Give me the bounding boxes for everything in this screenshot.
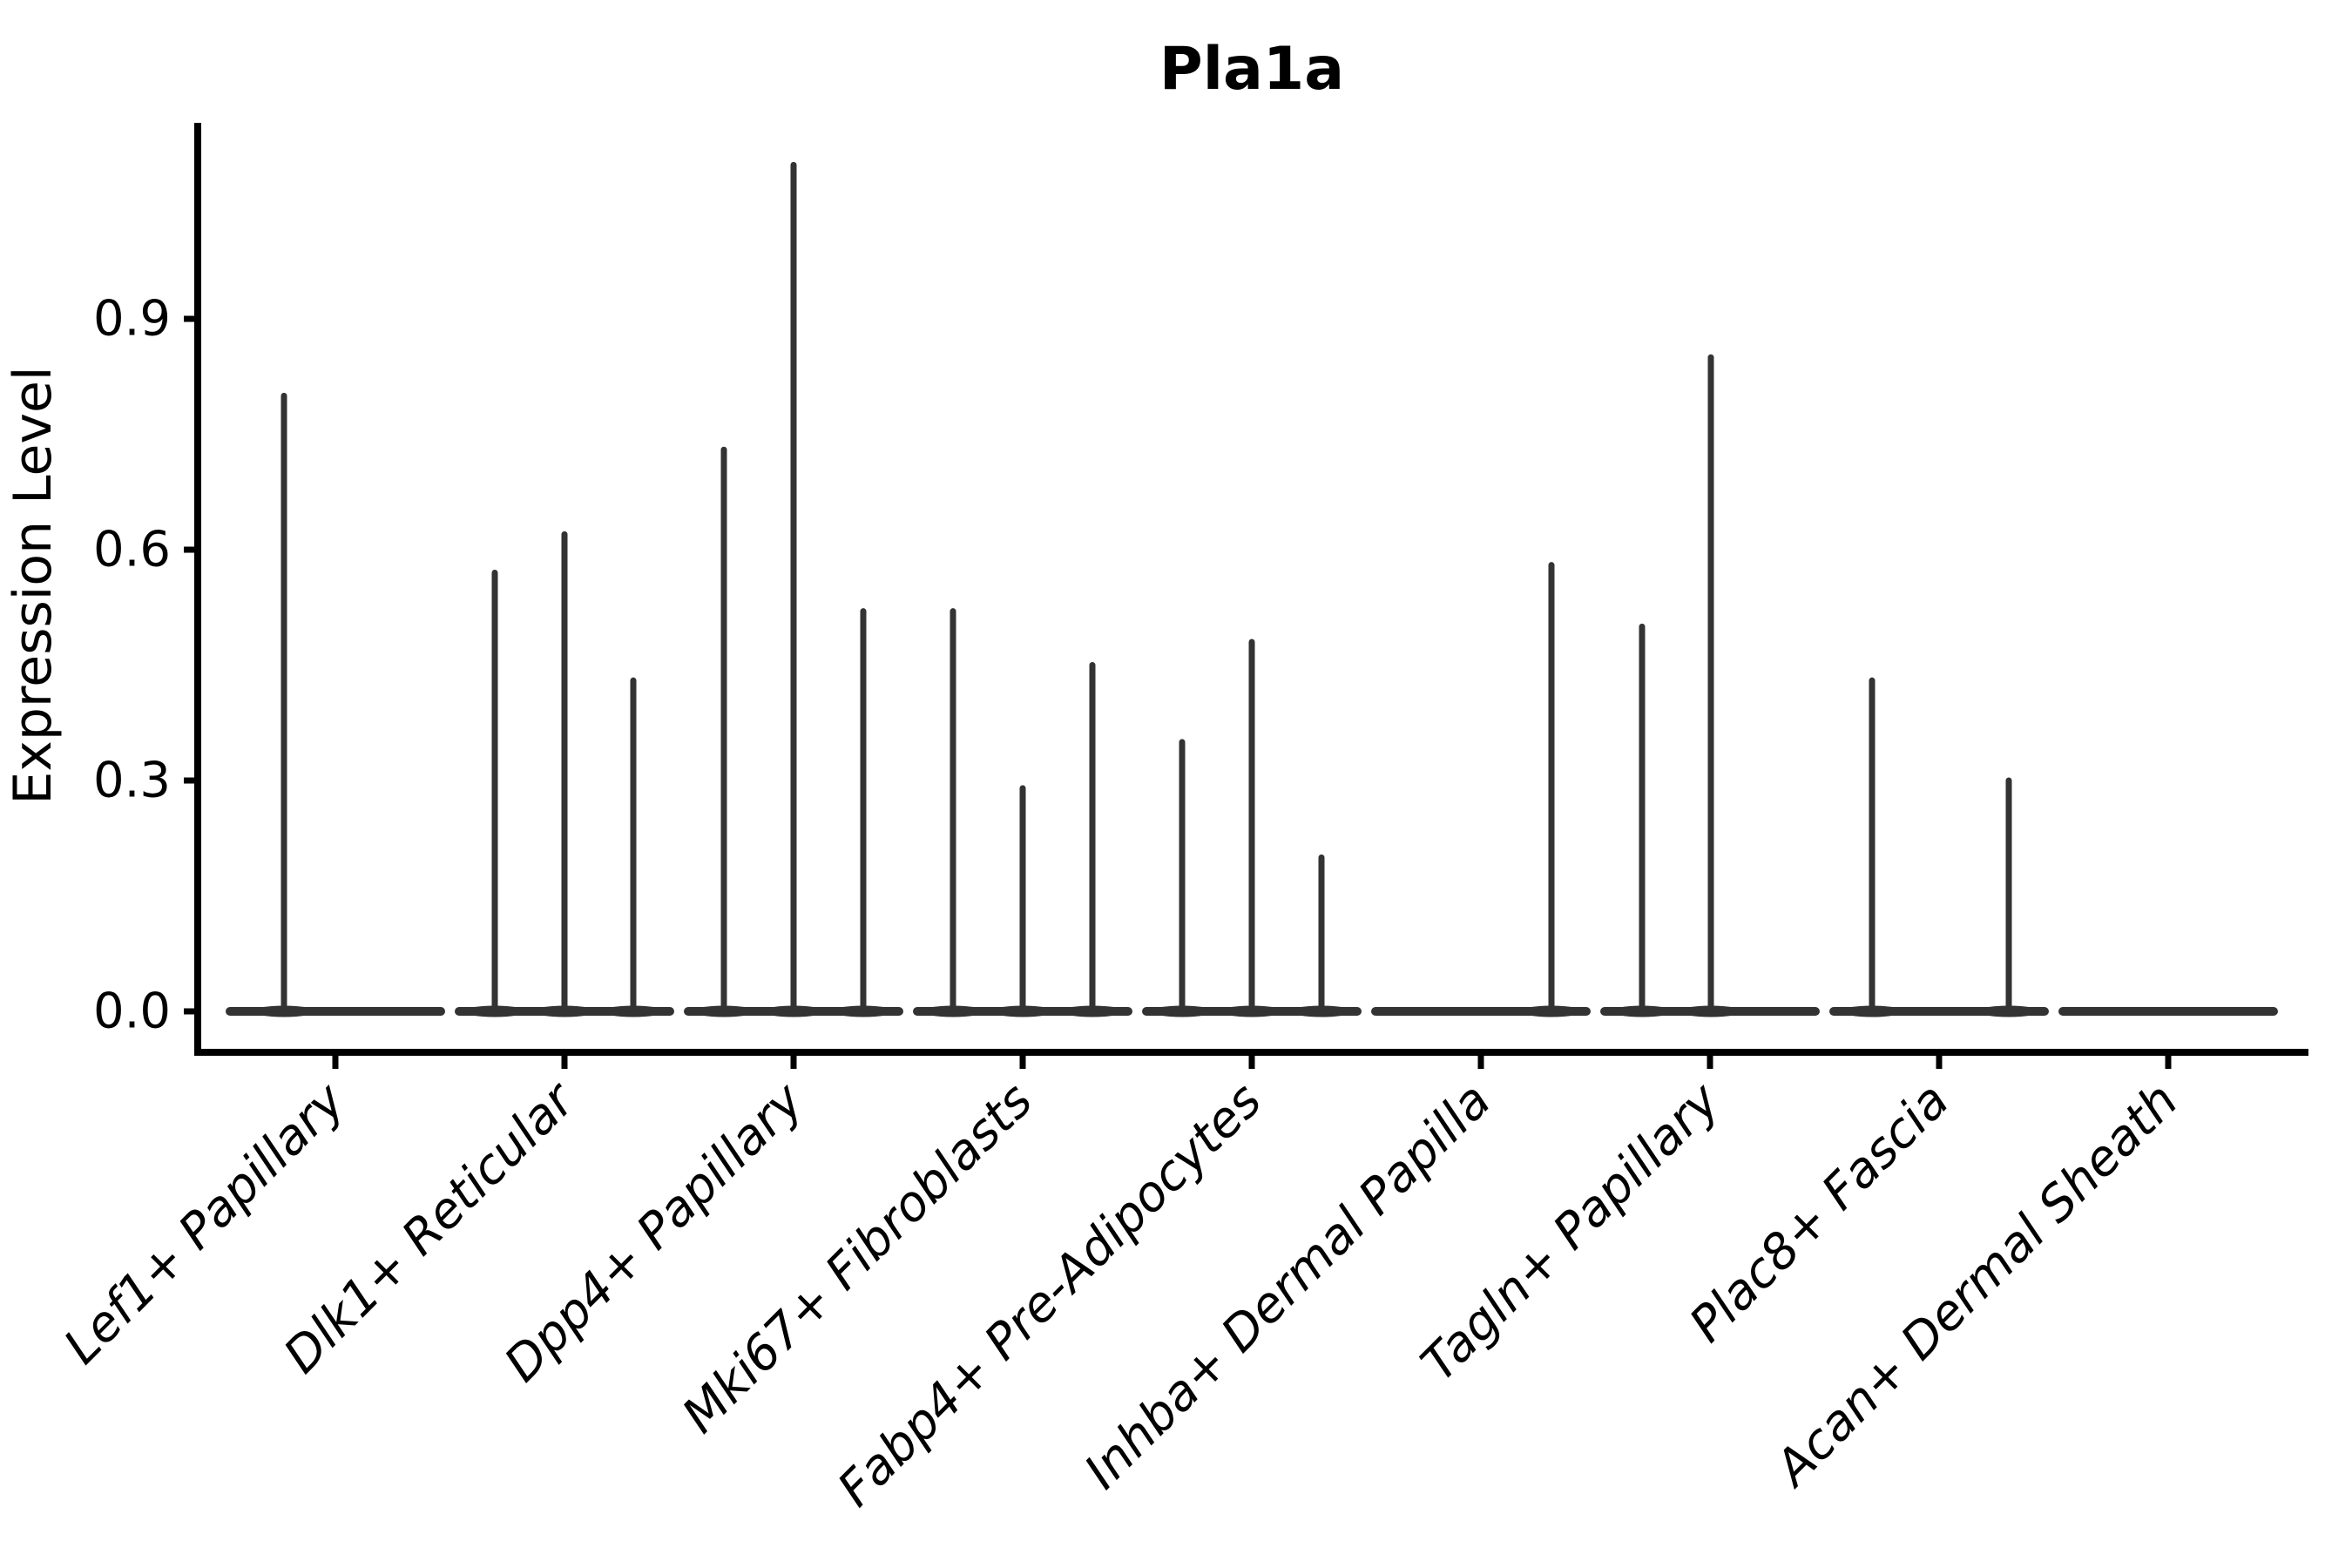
y-tick-label: 0.6 <box>93 522 171 578</box>
y-tick-label: 0.3 <box>93 753 171 809</box>
chart-title: Pla1a <box>1159 35 1344 104</box>
y-tick-label: 0.0 <box>93 983 171 1040</box>
violins-group <box>226 161 2278 1017</box>
x-tick-label: Inhba+ Dermal Papilla <box>1074 1072 1502 1500</box>
x-tick-label: Fabp4+ Pre-Adipocytes <box>828 1072 1273 1517</box>
y-tick-group: 0.0 0.3 0.6 0.9 <box>93 291 198 1040</box>
y-axis-label: Expression Level <box>3 366 64 804</box>
x-tick-label: Acan+ Dermal Sheath <box>1763 1072 2189 1498</box>
y-tick-label: 0.9 <box>93 291 171 348</box>
